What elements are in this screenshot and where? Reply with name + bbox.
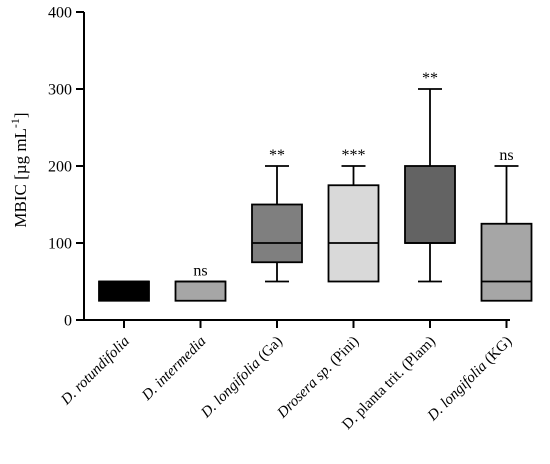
y-tick-label: 400 [48,5,72,22]
significance-label: ** [269,147,285,164]
category-label: D. intermedia [138,334,209,405]
box-body [404,165,456,244]
category-label: Drosera sp. (Pini) [274,334,363,423]
y-tick-label: 300 [48,82,72,99]
box-group [404,88,456,283]
significance-label: ** [422,70,438,87]
significance-label: *** [342,147,366,164]
box-group [251,165,303,283]
box-group [327,165,380,283]
box-group [174,280,227,302]
box-group [480,165,533,302]
y-tick-label: 100 [48,236,72,253]
category-label: D. longifolia (KG) [424,334,515,425]
box-group [98,280,150,302]
y-tick-label: 0 [64,313,72,330]
category-label: D. rotundifolia [58,334,133,409]
category-label: D. longifolia (Ga) [198,334,286,422]
box-body [174,280,227,302]
box-body [327,184,380,283]
boxes [98,88,533,302]
box-body [98,280,150,302]
y-axis-title: MBIC [µg mL-1] [8,112,30,227]
y-tick-label: 200 [48,159,72,176]
significance-label: ns [499,147,513,164]
axes [76,11,510,328]
box-body [251,203,303,264]
significance-label: ns [193,263,207,280]
box-body [480,222,533,302]
